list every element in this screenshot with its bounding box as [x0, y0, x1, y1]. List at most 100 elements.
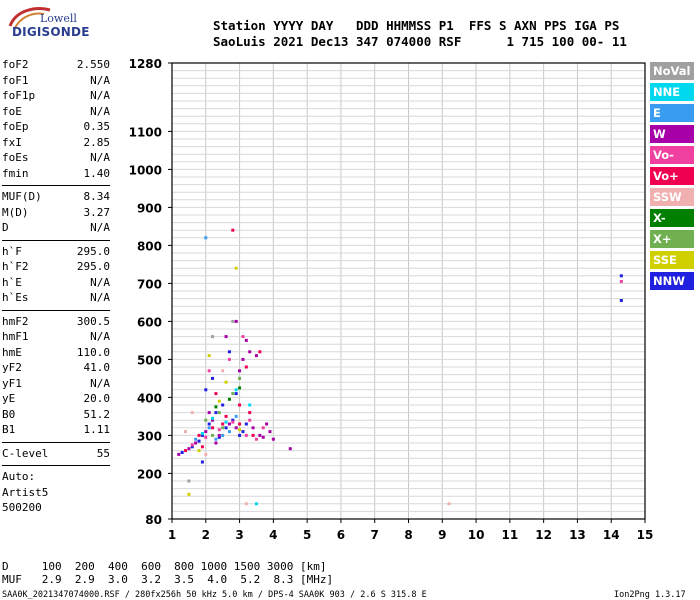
data-point-nnw	[214, 411, 218, 415]
data-point-sse	[217, 399, 221, 403]
data-point-e	[204, 236, 208, 240]
param-value: N/A	[90, 151, 110, 164]
data-point-nnw	[619, 299, 623, 302]
legend-item-nnw: NNW	[650, 272, 694, 290]
logo-swoosh-icon	[8, 7, 51, 31]
legend-item-nne: NNE	[650, 83, 694, 101]
data-point-vo-	[251, 433, 255, 437]
param-name: B0	[2, 407, 16, 421]
param-name: hmF1	[2, 330, 29, 343]
data-point-e	[234, 414, 238, 418]
param-value: 2.550	[76, 58, 110, 71]
param-row-yf1: yF1 N/A	[2, 377, 110, 393]
header-row-values: SaoLuis 2021 Dec13 347 074000 RSF 1 715 …	[213, 34, 627, 49]
data-point-x-	[217, 411, 221, 415]
x-tick-label: 8	[404, 528, 412, 542]
param-divider	[2, 465, 110, 466]
data-point-nne	[224, 420, 228, 424]
param-row-fxi: fxI 2.85	[2, 136, 110, 152]
data-point-ssw	[447, 502, 451, 506]
data-point-vo-	[224, 414, 228, 418]
param-name: yF1	[2, 376, 22, 390]
x-tick-label: 15	[637, 528, 654, 542]
param-value: 20.0	[83, 392, 111, 405]
x-tick-label: 11	[502, 528, 519, 542]
y-tick-label: 200	[137, 467, 162, 481]
data-point-nnw	[200, 460, 204, 464]
data-point-vo-	[248, 411, 252, 415]
param-value: 1.11	[83, 423, 111, 436]
footer-file-info: SAA0K_2021347074000.RSF / 280fx256h 50 k…	[2, 590, 427, 600]
x-tick-label: 6	[337, 528, 345, 542]
chart-grid	[171, 63, 646, 519]
data-point-w	[224, 335, 228, 339]
data-point-nne	[200, 432, 204, 435]
param-row-d: D N/A	[2, 221, 110, 237]
autoscale-text: 500200	[2, 501, 42, 514]
param-row-foes: foEs N/A	[2, 151, 110, 167]
param-row-h-f: h`F 295.0	[2, 245, 110, 261]
plot-frame	[171, 62, 646, 520]
data-point-w	[265, 422, 269, 426]
y-tick-label: 400	[137, 391, 162, 405]
data-point-vo-	[241, 335, 245, 339]
data-point-nnw	[619, 274, 623, 278]
legend-item-e: E	[650, 104, 694, 122]
data-point-vo-	[211, 426, 215, 430]
y-tick-label: 500	[137, 353, 162, 367]
autoscale-text: Auto:	[2, 470, 36, 483]
data-point-vo-	[238, 422, 242, 426]
data-point-x-	[238, 386, 242, 390]
param-name: fxI	[2, 135, 22, 149]
param-value: 110.0	[76, 345, 110, 359]
param-value: 3.27	[83, 205, 111, 219]
chart-axes	[168, 62, 646, 523]
data-point-vo-	[207, 369, 211, 373]
data-point-vo-	[619, 280, 623, 283]
param-name: h`F2	[2, 260, 29, 273]
x-tick-label: 5	[303, 528, 311, 542]
data-point-w	[261, 435, 265, 439]
x-tick-label: 1	[168, 528, 176, 542]
y-tick-label: 900	[137, 201, 162, 215]
data-point-sse	[207, 354, 211, 358]
y-tick-label: 1100	[129, 125, 162, 139]
data-point-nne	[211, 416, 215, 420]
data-point-vo-	[184, 449, 188, 453]
param-value: 8.34	[83, 190, 111, 203]
data-point-sse	[238, 428, 242, 432]
data-point-w	[234, 319, 238, 323]
data-point-vo-	[231, 420, 235, 424]
y-tick-label: 1280	[129, 57, 162, 71]
data-point-x-	[238, 376, 242, 380]
param-divider	[2, 239, 110, 241]
data-point-w	[238, 369, 242, 373]
data-point-nnw	[207, 422, 211, 426]
data-point-e	[221, 433, 225, 437]
data-point-e	[194, 437, 198, 441]
param-value: N/A	[90, 291, 110, 304]
legend-item-ssw: SSW	[650, 188, 694, 206]
param-name: C-level	[2, 446, 49, 460]
param-name: fmin	[2, 166, 29, 180]
data-point-x-	[214, 405, 218, 409]
data-point-w	[211, 418, 215, 422]
footer-version: Ion2Png 1.3.17	[614, 590, 686, 600]
param-name: foF2	[2, 58, 29, 71]
data-point-noval	[187, 479, 191, 483]
param-name: foEp	[2, 120, 29, 133]
data-point-w	[217, 433, 221, 437]
x-tick-label: 10	[468, 528, 485, 542]
param-name: D	[2, 221, 9, 234]
data-point-w	[254, 354, 258, 358]
data-point-vo-	[254, 437, 258, 441]
legend-item-noval: NoVal	[650, 62, 694, 80]
footer-distance-row: D 100 200 400 600 800 1000 1500 3000 [km…	[2, 560, 327, 573]
data-point-e	[227, 430, 231, 434]
param-row-foep: foEp 0.35	[2, 120, 110, 136]
data-point-w	[187, 447, 191, 451]
data-point-vo-	[227, 357, 231, 361]
param-name: foF1p	[2, 89, 36, 102]
data-point-ssw	[204, 452, 208, 456]
param-row-h-f2: h`F2 295.0	[2, 260, 110, 276]
